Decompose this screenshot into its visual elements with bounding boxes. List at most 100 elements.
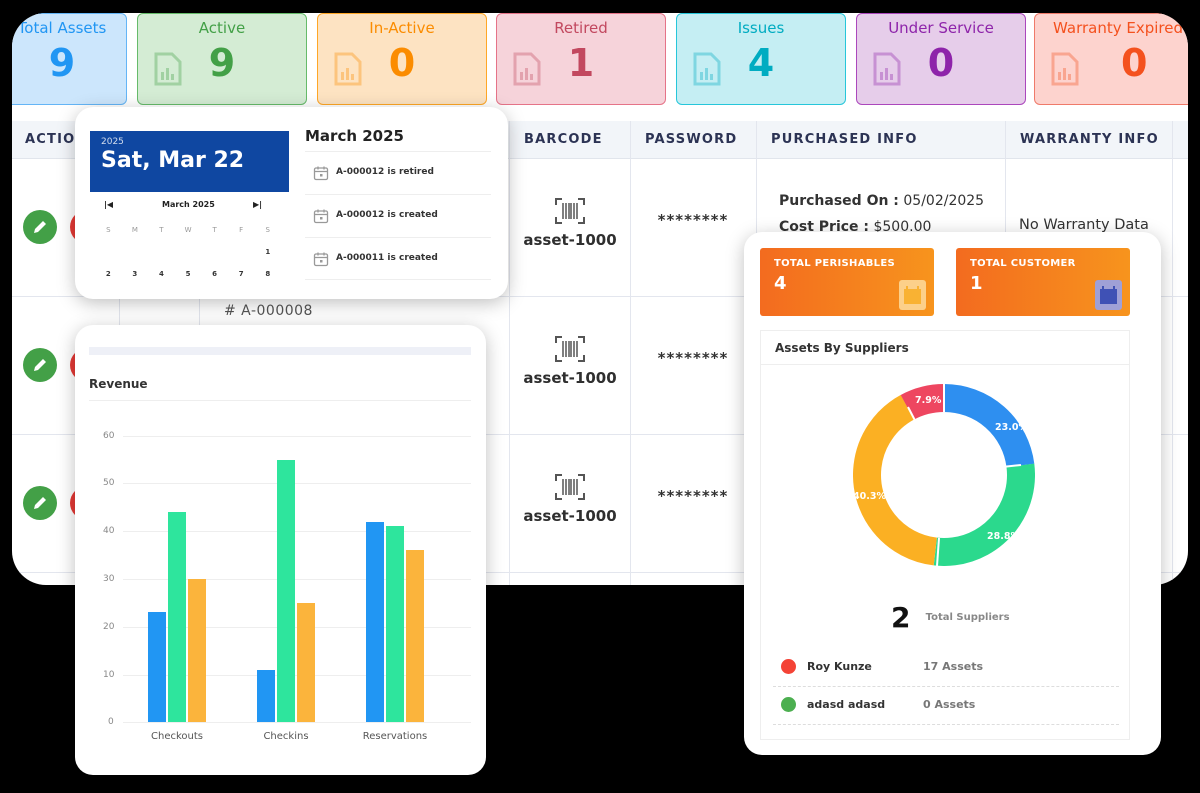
bar-reservations-series-1[interactable] [366, 522, 384, 722]
kpi-total-perishables[interactable]: TOTAL PERISHABLES 4 [760, 248, 934, 316]
divider [630, 121, 631, 585]
calendar-nav: |◀ March 2025 ▶| [90, 197, 289, 215]
gridline [123, 531, 471, 532]
weekday: F [239, 226, 244, 234]
day-cell[interactable]: 7 [238, 270, 244, 278]
event-item[interactable]: A-000012 is created [305, 194, 491, 237]
supplier-row[interactable]: adasd adasd 0 Assets [773, 687, 1119, 725]
barcode-icon [555, 336, 585, 362]
report-file-icon [693, 52, 721, 86]
bar-reservations-series-2[interactable] [386, 526, 404, 722]
barcode-cell: asset-1000 [510, 335, 630, 387]
purchased-info: Purchased On : 05/02/2025 Cost Price : $… [779, 188, 984, 240]
supplier-row[interactable]: Roy Kunze 17 Assets [773, 649, 1119, 687]
stat-value: 1 [567, 41, 595, 85]
stat-value: 0 [927, 41, 955, 85]
calendar-icon [899, 280, 926, 310]
donut-chart [853, 384, 1035, 566]
total-suppliers: 2 Total Suppliers [891, 601, 1010, 634]
kpi-label: TOTAL CUSTOMER [970, 258, 1076, 269]
stat-card-active[interactable]: Active 9 [137, 13, 307, 105]
report-file-icon [154, 52, 182, 86]
supplier-asset-count: 17 Assets [923, 660, 984, 673]
day-cell[interactable]: 5 [185, 270, 191, 278]
kpi-label: TOTAL PERISHABLES [774, 258, 895, 269]
bar-reservations-series-3[interactable] [406, 550, 424, 722]
slice-red[interactable] [853, 384, 1035, 566]
bar-checkouts-series-1[interactable] [148, 612, 166, 722]
report-file-icon [1051, 52, 1079, 86]
next-month-button[interactable]: ▶| [253, 200, 263, 209]
calendar-year[interactable]: 2025 [101, 137, 124, 147]
pencil-icon [34, 497, 46, 509]
kpi-total-customer[interactable]: TOTAL CUSTOMER 1 [956, 248, 1130, 316]
day-cell[interactable]: 4 [159, 270, 164, 278]
stat-value: 9 [48, 41, 76, 85]
weekday: T [212, 226, 217, 234]
col-purchased-info[interactable]: PURCHASED INFO [771, 132, 918, 147]
report-file-icon [513, 52, 541, 86]
divider [509, 121, 510, 585]
report-file-icon [334, 52, 362, 86]
stat-label: Issues [737, 19, 785, 37]
stat-label: Warranty Expired [1053, 19, 1183, 37]
week-row: 2 3 4 5 6 7 8 [95, 263, 281, 285]
pencil-icon [34, 359, 46, 371]
calendar-icon [1095, 280, 1122, 310]
slice-label: 7.9% [915, 395, 942, 406]
stat-value: 0 [388, 41, 416, 85]
calendar-grid: S M T W T F S 1 2 3 4 5 6 7 8 [95, 219, 281, 285]
bar-checkins-series-2[interactable] [277, 460, 295, 722]
day-cell[interactable]: 2 [105, 270, 111, 278]
stat-card-inactive[interactable]: In-Active 0 [317, 13, 487, 105]
event-item[interactable]: A-000011 is created [305, 237, 491, 280]
day-cell[interactable]: 3 [132, 270, 138, 278]
calendar-icon [313, 252, 329, 267]
password-value: ******** [657, 487, 729, 505]
day-cell[interactable]: 6 [212, 270, 218, 278]
stat-value: 9 [208, 41, 236, 85]
stat-card-warranty-expired[interactable]: Warranty Expired 0 [1034, 13, 1188, 105]
y-tick: 50 [103, 478, 115, 488]
bar-checkouts-series-2[interactable] [168, 512, 186, 722]
col-password[interactable]: PASSWORD [645, 132, 738, 147]
y-tick: 30 [103, 574, 115, 584]
calendar-card: 2025 Sat, Mar 22 |◀ March 2025 ▶| S M T W T F… [75, 107, 508, 299]
stat-card-total-assets[interactable]: Total Assets 9 [12, 13, 127, 105]
stat-card-under-service[interactable]: Under Service 0 [856, 13, 1026, 105]
weekday: T [159, 226, 164, 234]
col-action[interactable]: ACTION [25, 132, 88, 147]
supplier-name: Roy Kunze [807, 660, 872, 673]
asset-id[interactable]: # A-000008 [224, 303, 313, 319]
col-barcode[interactable]: BARCODE [524, 132, 603, 147]
password-value: ******** [657, 349, 729, 367]
barcode-icon [555, 474, 585, 500]
divider [761, 364, 1129, 365]
stat-card-retired[interactable]: Retired 1 [496, 13, 666, 105]
day-cell[interactable]: 8 [265, 270, 271, 278]
prev-month-button[interactable]: |◀ [104, 200, 114, 209]
bar-checkins-series-1[interactable] [257, 670, 275, 722]
total-label: Total Suppliers [925, 612, 1010, 623]
barcode-value: asset-1000 [523, 507, 617, 525]
stat-card-issues[interactable]: Issues 4 [676, 13, 846, 105]
bar-checkouts-series-3[interactable] [188, 579, 206, 722]
barcode-cell: asset-1000 [510, 473, 630, 525]
edit-button[interactable] [23, 486, 57, 520]
suppliers-card: TOTAL PERISHABLES 4 TOTAL CUSTOMER 1 Ass… [744, 232, 1161, 755]
bar-checkins-series-3[interactable] [297, 603, 315, 722]
gridline [123, 579, 471, 580]
col-warranty-info[interactable]: WARRANTY INFO [1020, 132, 1159, 147]
day-cell[interactable]: 1 [265, 248, 271, 256]
slice-orange[interactable] [853, 384, 1035, 566]
edit-button[interactable] [23, 348, 57, 382]
kpi-value: 1 [970, 273, 983, 294]
edit-button[interactable] [23, 210, 57, 244]
y-tick: 10 [103, 670, 115, 680]
event-item[interactable]: A-000012 is retired [305, 151, 491, 194]
barcode-icon [555, 198, 585, 224]
assets-by-suppliers-panel: Assets By Suppliers 23.0% 28.8% 40.3 [760, 330, 1130, 740]
y-tick: 60 [103, 431, 115, 441]
chart-title: Revenue [89, 377, 148, 391]
